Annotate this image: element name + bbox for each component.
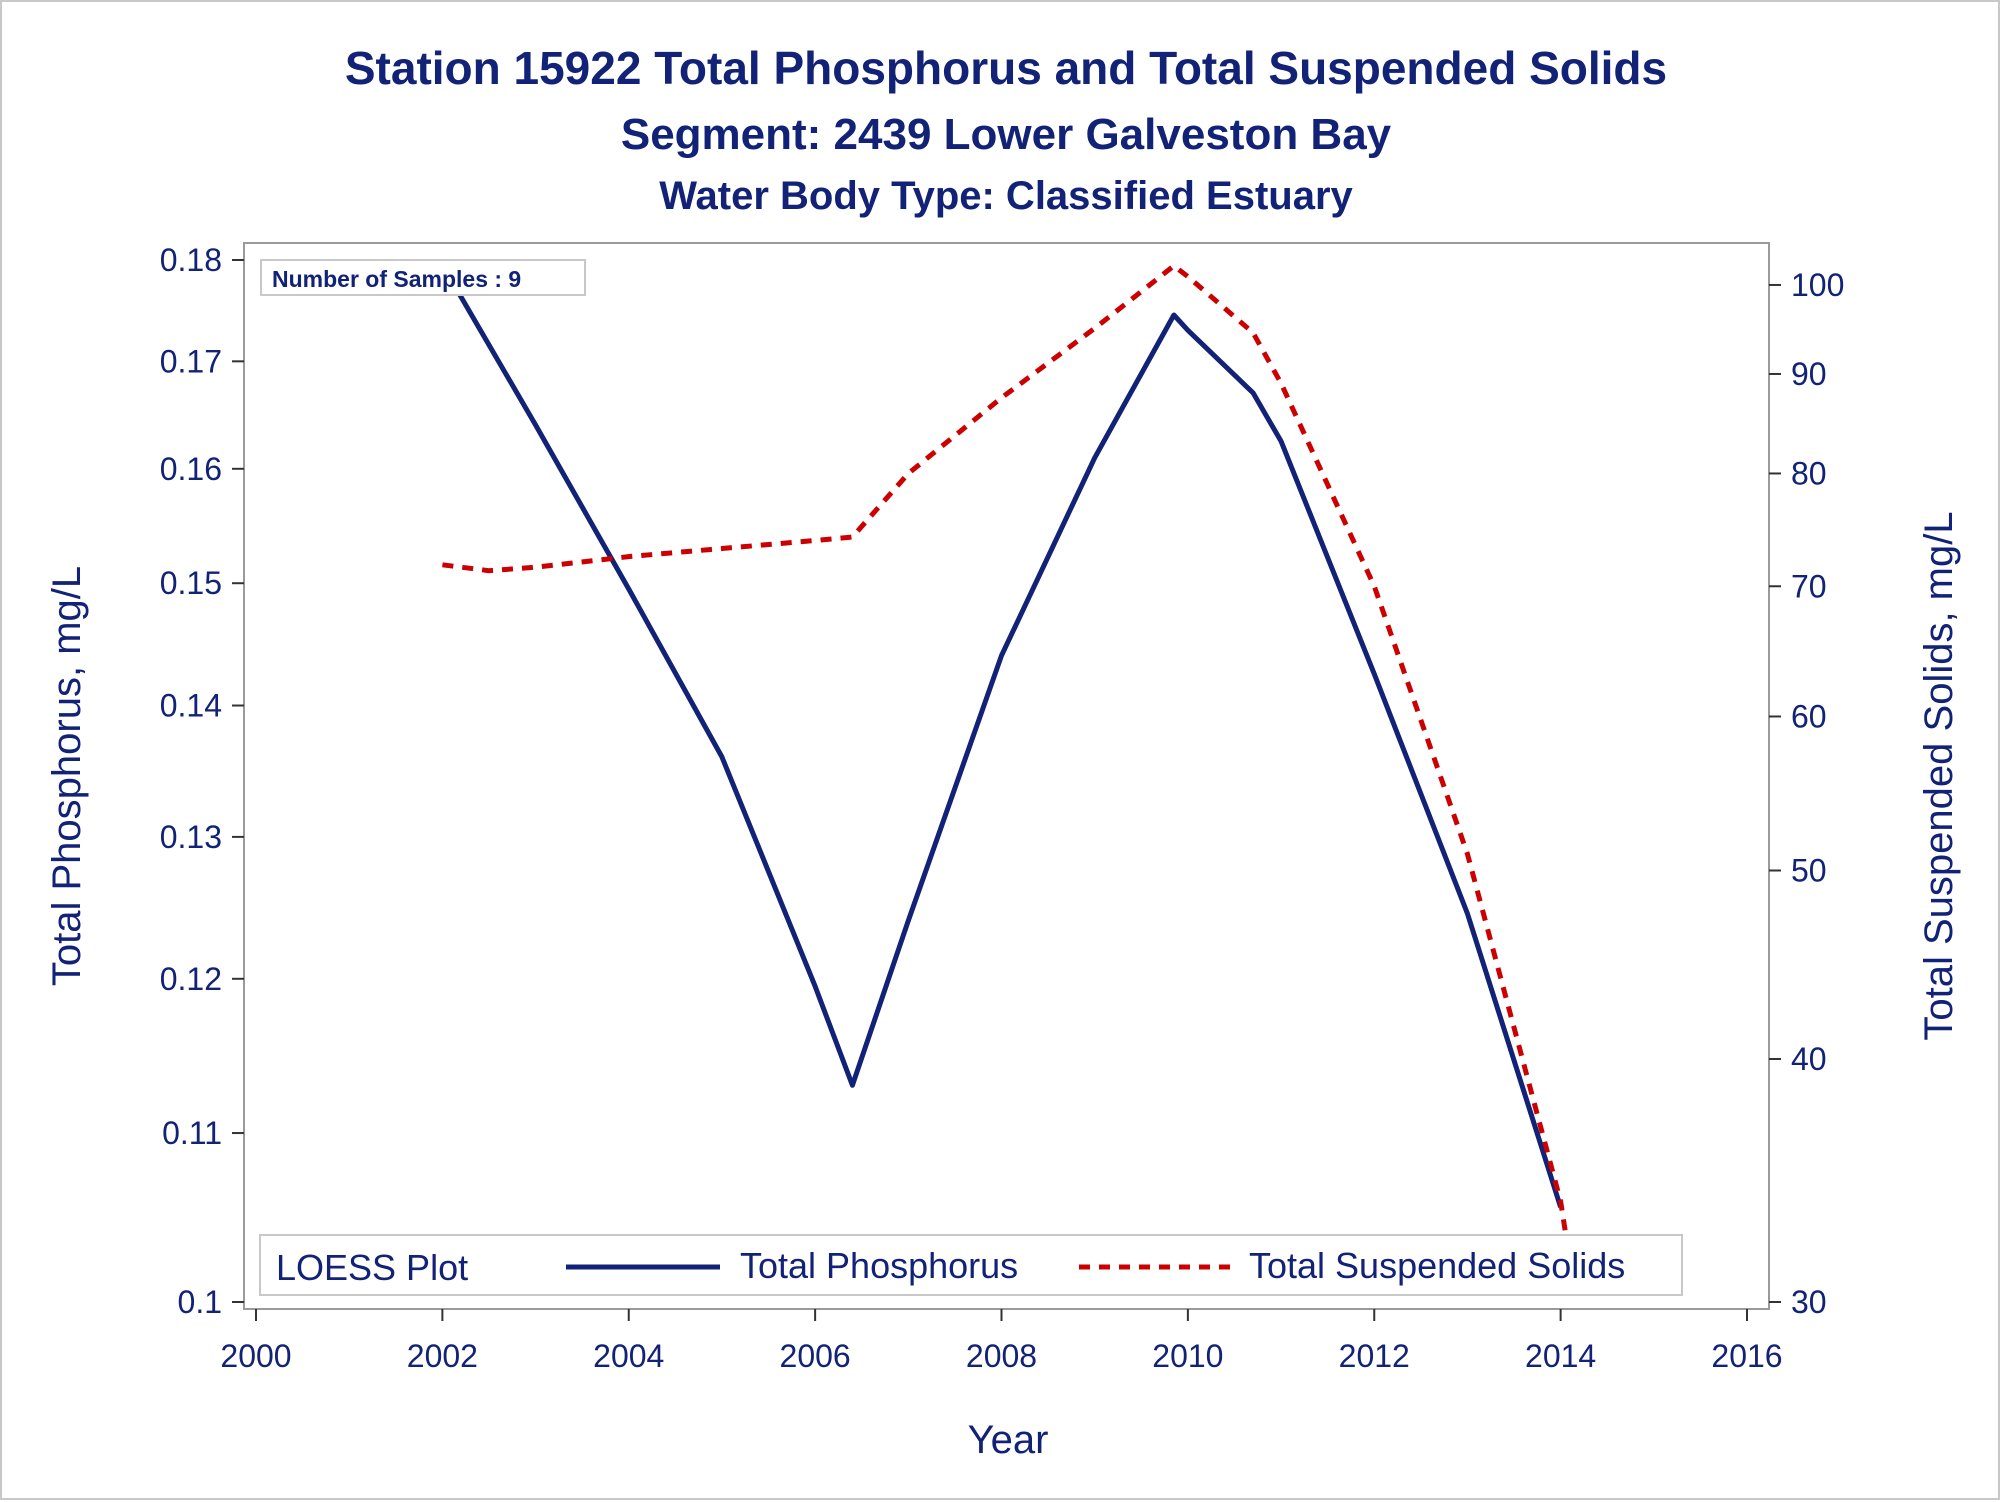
y-tick-label: 0.13 (160, 819, 222, 855)
legend-label-total-phosphorus: Total Phosphorus (740, 1245, 1018, 1286)
x-tick-label: 2014 (1525, 1338, 1596, 1374)
x-tick-label: 2002 (407, 1338, 478, 1374)
sample-count-annotation: Number of Samples : 9 (272, 266, 521, 292)
y2-tick-label: 50 (1791, 852, 1827, 888)
y-axis-label: Total Phosphorus, mg/L (45, 566, 89, 986)
y2-tick-label: 80 (1791, 455, 1827, 491)
y-axis-right: 30 40 50 60 70 80 90 100 (1769, 267, 1844, 1320)
x-tick-label: 2010 (1152, 1338, 1223, 1374)
x-tick-label: 2016 (1711, 1338, 1782, 1374)
x-axis: 2000 2002 2004 2006 2008 2010 2012 2014 2016 (220, 1309, 1783, 1374)
x-axis-label: Year (968, 1418, 1049, 1462)
y2-tick-label: 90 (1791, 356, 1827, 392)
y2-tick-label: 60 (1791, 698, 1827, 734)
y2-tick-label: 40 (1791, 1041, 1827, 1077)
series-line-total-suspended-solids (442, 262, 1573, 1262)
y2-tick-label: 100 (1791, 267, 1844, 303)
y-tick-label: 0.16 (160, 451, 222, 487)
annotation-box (260, 259, 586, 296)
y-tick-label: 0.15 (160, 565, 222, 601)
legend-title: LOESS Plot (276, 1247, 468, 1288)
y2-axis-label: Total Suspended Solids, mg/L (1917, 511, 1961, 1040)
y-tick-label: 0.1 (178, 1284, 222, 1320)
y-tick-label: 0.17 (160, 343, 222, 379)
y2-tick-label: 30 (1791, 1284, 1827, 1320)
x-tick-label: 2004 (593, 1338, 664, 1374)
plot-area (243, 242, 1770, 1310)
y-tick-label: 0.12 (160, 961, 222, 997)
x-tick-label: 2012 (1339, 1338, 1410, 1374)
x-tick-label: 2006 (780, 1338, 851, 1374)
legend-box (259, 1234, 1683, 1296)
series-line-total-phosphorus (440, 263, 1563, 1208)
x-tick-label: 2000 (220, 1338, 291, 1374)
chart-title: Station 15922 Total Phosphorus and Total… (345, 42, 1667, 94)
y-tick-label: 0.18 (160, 242, 222, 278)
x-tick-label: 2008 (966, 1338, 1037, 1374)
y2-tick-label: 70 (1791, 568, 1827, 604)
series-group (440, 262, 1573, 1262)
y-axis-left: 0.1 0.11 0.12 0.13 0.14 0.15 0.16 0.17 0.18 (160, 242, 244, 1320)
legend-label-total-suspended-solids: Total Suspended Solids (1249, 1245, 1625, 1286)
y-tick-label: 0.14 (160, 688, 222, 724)
chart-subtitle: Segment: 2439 Lower Galveston Bay (621, 110, 1392, 159)
chart-subtitle-2: Water Body Type: Classified Estuary (659, 174, 1353, 218)
y-tick-label: 0.11 (162, 1115, 222, 1151)
